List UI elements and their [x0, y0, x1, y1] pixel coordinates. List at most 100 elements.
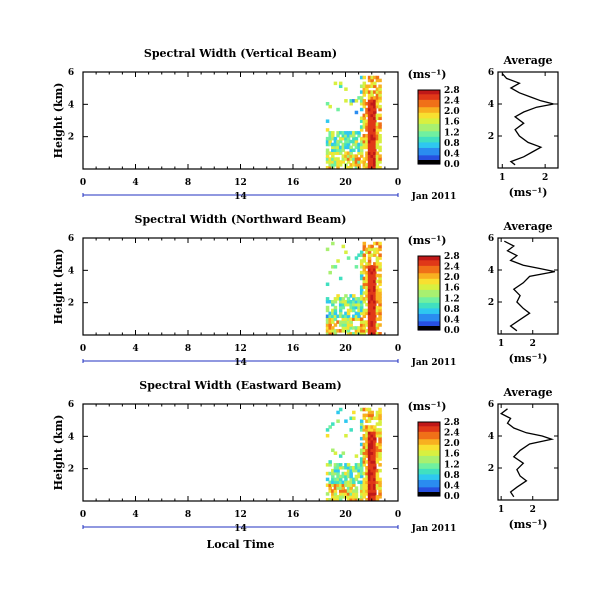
heatmap-cell: [367, 294, 372, 298]
heatmap-cell: [378, 166, 382, 169]
heatmap-cell: [362, 116, 367, 121]
heatmap-cell: [331, 157, 335, 161]
heatmap-cell: [375, 279, 380, 284]
heatmap-cell: [362, 142, 367, 147]
heatmap-cell: [375, 113, 380, 118]
heatmap-cell: [378, 99, 382, 103]
heatmap-cell: [367, 495, 372, 499]
heatmap-cell: [378, 332, 382, 335]
heatmap-cell: [375, 267, 380, 272]
heatmap-cell: [346, 314, 351, 319]
heatmap-cell: [362, 163, 367, 167]
heatmap-cell: [359, 471, 364, 476]
heatmap-cell: [346, 299, 351, 304]
heatmap-cell: [373, 294, 377, 298]
heatmap-cell: [365, 90, 369, 94]
heatmap-cell: [336, 329, 340, 333]
heatmap-cell: [373, 276, 377, 281]
colorbar-segment: [418, 313, 440, 316]
heatmap-cell: [370, 247, 374, 252]
heatmap-cell: [336, 477, 340, 482]
heatmap-cell: [354, 489, 359, 493]
heatmap-cell: [357, 305, 361, 310]
heatmap-cells: [325, 407, 382, 501]
heatmap-cell: [341, 495, 346, 499]
heatmap-cell: [370, 279, 374, 284]
heatmap-cell: [333, 311, 338, 316]
heatmap-cell: [336, 471, 340, 476]
heatmap-cell: [331, 163, 335, 167]
heatmap-cell: [375, 451, 380, 455]
heatmap-cell: [375, 311, 380, 316]
colorbar-segment: [418, 318, 440, 322]
heatmap-cell: [338, 131, 343, 135]
heatmap-cell: [362, 267, 367, 272]
heatmap-cell: [373, 454, 377, 458]
heatmap-cell: [367, 480, 372, 485]
heatmap-cell: [365, 413, 369, 418]
x-tick-label: 20: [339, 178, 352, 188]
average-y-tick-label: 4: [488, 100, 494, 110]
heatmap-cell: [367, 122, 372, 126]
heatmap-cell: [344, 99, 348, 103]
heatmap-cell: [359, 253, 364, 257]
heatmap-cell: [341, 326, 346, 330]
heatmap-cell: [357, 480, 361, 485]
heatmap-cell: [378, 416, 382, 421]
heatmap-cell: [325, 433, 330, 438]
heatmap-cell: [370, 288, 374, 292]
heatmap-cell: [338, 489, 343, 493]
heatmap-cell: [367, 151, 372, 155]
heatmap-cell: [328, 133, 332, 138]
heatmap-cell: [331, 317, 335, 321]
heatmap-cell: [346, 308, 351, 313]
heatmap-cell: [331, 489, 335, 493]
heatmap-cell: [370, 116, 374, 121]
heatmap-cell: [325, 471, 330, 476]
heatmap-cell: [378, 486, 382, 490]
colorbar-segment: [418, 114, 440, 117]
heatmap-cell: [333, 471, 338, 476]
heatmap-cell: [367, 160, 372, 164]
heatmap-cell: [359, 262, 364, 266]
heatmap-cell: [365, 471, 369, 476]
heatmap-cell: [365, 270, 369, 275]
heatmap-cell: [359, 276, 364, 281]
heatmap-cell: [354, 468, 359, 473]
y-tick-label: 2: [68, 465, 74, 475]
heatmap-cell: [370, 136, 374, 141]
heatmap-cell: [346, 139, 351, 144]
colorbar-segment: [418, 270, 440, 274]
heatmap-cell: [370, 128, 374, 132]
y-tick-label: 4: [68, 266, 74, 276]
heatmap-cell: [378, 323, 382, 327]
heatmap-cell: [367, 78, 372, 83]
heatmap-cell: [367, 305, 372, 310]
colorbar-tick-label: 0.8: [444, 471, 460, 481]
heatmap-cell: [344, 139, 348, 144]
heatmap-cell: [370, 148, 374, 153]
heatmap-cell: [373, 323, 377, 327]
heatmap-cell: [325, 136, 330, 141]
heatmap-cell: [354, 498, 359, 501]
heatmap-cell: [367, 75, 372, 80]
y-axis-label: Height (km): [52, 83, 65, 159]
heatmap-cell: [367, 468, 372, 473]
heatmap-cell: [370, 457, 374, 461]
x-tick-label: 8: [185, 344, 191, 354]
heatmap-cell: [362, 101, 367, 106]
heatmap-cell: [373, 84, 377, 89]
heatmap-cell: [375, 116, 380, 121]
heatmap-cell: [359, 139, 364, 144]
heatmap-cell: [344, 471, 348, 476]
x-tick-label: 0: [395, 344, 401, 354]
x-tick-label: 8: [185, 178, 191, 188]
heatmap-cell: [367, 425, 372, 429]
colorbar-segment: [418, 446, 440, 449]
heatmap-cell: [373, 433, 377, 438]
average-x-tick-label: 1: [499, 173, 505, 183]
heatmap-cell: [367, 163, 372, 167]
heatmap-cell: [325, 308, 330, 313]
heatmap-cell: [378, 410, 382, 415]
heatmap-cell: [352, 317, 356, 321]
